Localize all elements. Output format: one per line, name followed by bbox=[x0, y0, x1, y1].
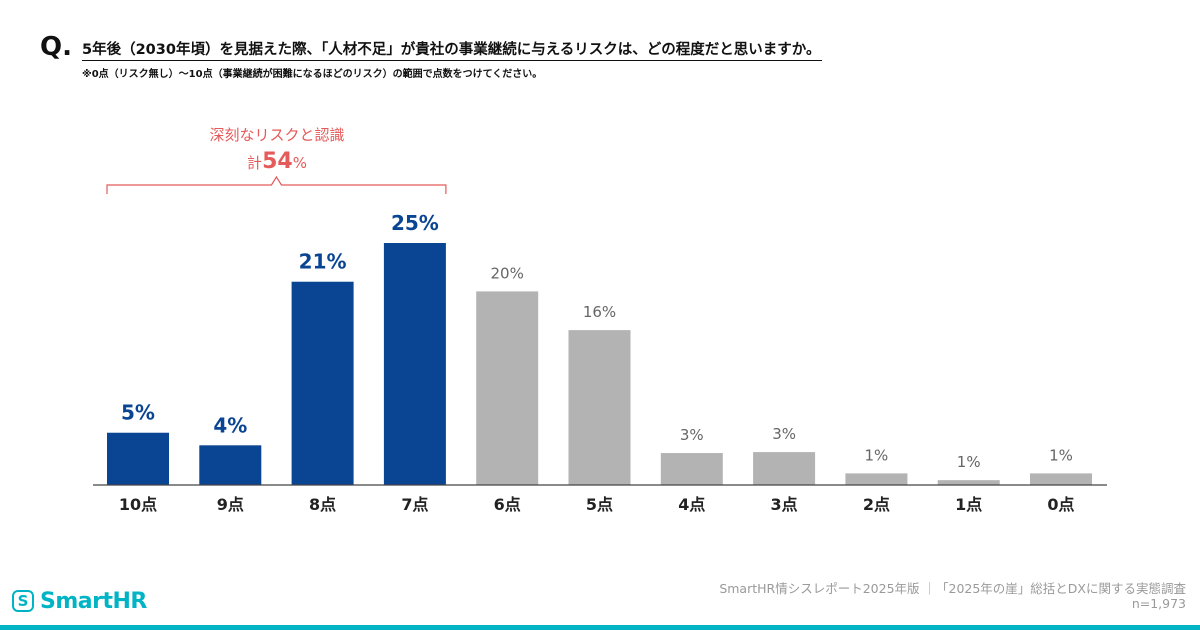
question-note: ※0点（リスク無し）〜10点（事業継続が困難になるほどのリスク）の範囲で点数をつ… bbox=[82, 69, 543, 80]
x-tick-label-4: 6点 bbox=[494, 495, 521, 514]
value-label-1: 4% bbox=[213, 413, 247, 437]
value-labels-group: 5% 4% 21% 25% 20% 16% 3% 3% 1% 1% 1% bbox=[121, 211, 1073, 471]
value-label-9: 1% bbox=[957, 453, 981, 471]
value-label-8: 1% bbox=[865, 446, 889, 464]
bar-0 bbox=[107, 432, 169, 485]
value-label-10: 1% bbox=[1049, 446, 1073, 464]
value-label-4: 20% bbox=[491, 264, 524, 282]
bar-8 bbox=[845, 473, 908, 485]
value-label-5: 16% bbox=[583, 303, 616, 321]
question-underline bbox=[82, 60, 822, 61]
x-tick-label-9: 1点 bbox=[955, 495, 982, 514]
bar-7 bbox=[753, 452, 816, 485]
annotation-group: 深刻なリスクと認識 計54% bbox=[106, 126, 447, 194]
annotation-total-unit: % bbox=[293, 154, 307, 172]
annotation-total: 計54% bbox=[247, 149, 307, 174]
smarthr-logo-text: SmartHR bbox=[40, 588, 147, 614]
bar-5 bbox=[568, 330, 631, 485]
footer-source: SmartHR情シスレポート2025年版 ｜「2025年の崖」総括とDXに関する… bbox=[719, 581, 1186, 596]
x-tick-label-1: 9点 bbox=[217, 495, 244, 514]
value-label-7: 3% bbox=[772, 425, 796, 443]
smarthr-logo-icon: S bbox=[12, 590, 34, 612]
x-tick-label-10: 0点 bbox=[1047, 495, 1074, 514]
annotation-total-prefix: 計 bbox=[247, 154, 262, 172]
annotation-label: 深刻なリスクと認識 bbox=[209, 126, 344, 144]
bottom-accent-bar bbox=[0, 625, 1200, 630]
bar-chart: 深刻なリスクと認識 計54% 5% 4% 21% 25% 20% 16% 3% 3% 1% 1% 1… bbox=[93, 126, 1107, 514]
bar-6 bbox=[660, 453, 723, 485]
question-text: 5年後（2030年頃）を見据えた際、「人材不足」が貴社の事業継続に与えるリスクは… bbox=[82, 42, 821, 58]
bars-group bbox=[107, 243, 1092, 485]
annotation-total-value: 54 bbox=[262, 149, 293, 174]
footer-sample-size: n=1,973 bbox=[1131, 596, 1186, 611]
value-label-3: 25% bbox=[391, 211, 439, 235]
bar-10 bbox=[1030, 473, 1092, 485]
bar-9 bbox=[937, 480, 1000, 485]
value-label-6: 3% bbox=[680, 426, 704, 444]
x-tick-label-8: 2点 bbox=[863, 495, 890, 514]
x-tick-label-7: 3点 bbox=[771, 495, 798, 514]
x-tick-labels-group: 10点 9点 8点 7点 6点 5点 4点 3点 2点 1点 0点 bbox=[119, 495, 1075, 514]
bar-4 bbox=[476, 291, 539, 485]
bar-1 bbox=[199, 445, 262, 485]
x-tick-label-6: 4点 bbox=[678, 495, 705, 514]
bar-3 bbox=[383, 243, 446, 485]
bar-2 bbox=[291, 281, 354, 485]
x-tick-label-2: 8点 bbox=[309, 495, 336, 514]
question-mark: Q. bbox=[40, 32, 72, 62]
annotation-bracket bbox=[106, 175, 447, 194]
x-tick-label-0: 10点 bbox=[119, 495, 157, 514]
x-tick-label-3: 7点 bbox=[401, 495, 428, 514]
x-tick-label-5: 5点 bbox=[586, 495, 613, 514]
value-label-0: 5% bbox=[121, 401, 155, 425]
smarthr-logo: S SmartHR bbox=[12, 586, 147, 616]
value-label-2: 21% bbox=[299, 250, 347, 274]
